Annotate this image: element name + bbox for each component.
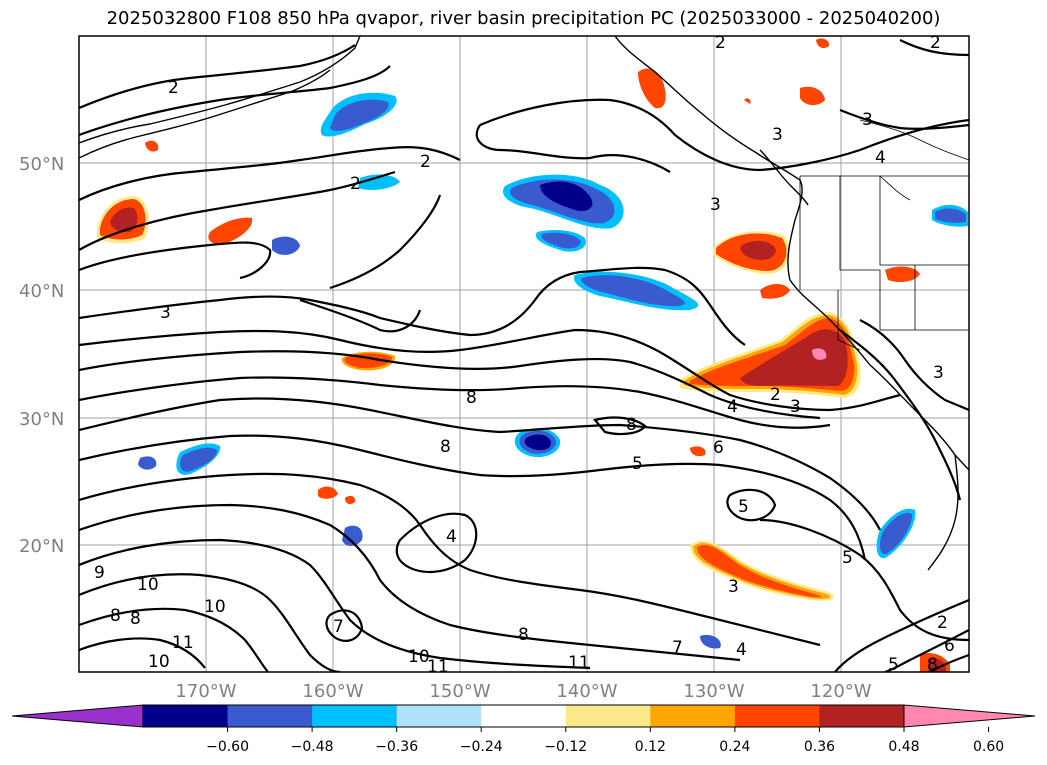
contour-label: 3 (728, 577, 739, 597)
colorbar-segment (650, 705, 736, 727)
latitude-labels: 50°N 40°N 30°N 20°N (19, 154, 64, 557)
lon-label: 120°W (810, 681, 871, 702)
colorbar-tick-label: 0.12 (635, 739, 666, 755)
contour-labels: 2 2 2 2 2 3 3 3 3 4 3 2 3 4 5 6 5 5 8 8 … (94, 33, 955, 677)
colorbar-segment (565, 705, 651, 727)
longitude-labels: 170°W 160°W 150°W 140°W 130°W 120°W (175, 681, 871, 702)
contour-label: 2 (168, 78, 179, 98)
contour-label: 5 (738, 497, 749, 517)
contour-label: 2 (930, 33, 941, 53)
contour-label: 4 (875, 148, 886, 168)
contour-label: 9 (94, 563, 105, 583)
colorbar-segment (312, 705, 398, 727)
precip-positive-regions (97, 38, 950, 672)
coastlines (79, 36, 969, 571)
colorbar-segment (481, 705, 567, 727)
contour-label: 3 (933, 363, 944, 383)
contour-label: 4 (727, 397, 738, 417)
contour-label: 8 (927, 655, 938, 675)
lat-label: 30°N (19, 409, 64, 430)
colorbar-tick-label: −0.48 (291, 739, 334, 755)
contour-label: 3 (160, 303, 171, 323)
contour-label: 8 (466, 388, 477, 408)
contour-label: 8 (440, 437, 451, 457)
colorbar-tick-label: −0.12 (544, 739, 587, 755)
colorbar-tick-label: 0.48 (888, 739, 919, 755)
contour-label: 2 (937, 613, 948, 633)
contour-label: 2 (770, 385, 781, 405)
contour-label: 7 (333, 617, 344, 637)
contour-label: 2 (420, 152, 431, 172)
colorbar-tick-label: −0.24 (460, 739, 503, 755)
contour-label: 10 (204, 597, 226, 617)
colorbar-segment (734, 705, 820, 727)
contour-label: 8 (130, 609, 141, 629)
lon-label: 150°W (429, 681, 490, 702)
contour-label: 5 (632, 454, 643, 474)
contour-label: 5 (888, 655, 899, 675)
contour-label: 3 (772, 125, 783, 145)
colorbar-segment (143, 705, 229, 727)
contour-label: 3 (790, 397, 801, 417)
contour-label: 8 (518, 625, 529, 645)
contour-label: 11 (427, 657, 449, 677)
contour-label: 3 (710, 195, 721, 215)
figure-title: 2025032800 F108 850 hPa qvapor, river ba… (106, 8, 941, 29)
contour-label: 10 (148, 652, 170, 672)
precip-negative-regions (138, 92, 968, 649)
contour-label: 4 (446, 527, 457, 547)
colorbar-extend-low (11, 704, 144, 728)
contour-label: 8 (110, 606, 121, 626)
lat-label: 20°N (19, 536, 64, 557)
contour-label: 10 (137, 575, 159, 595)
contour-label: 11 (568, 653, 590, 673)
colorbar: −0.60 −0.48 −0.36 −0.24 −0.12 0.12 0.24 0.36 0.4… (11, 704, 1036, 755)
colorbar-segment (227, 705, 313, 727)
contour-label: 8 (626, 415, 637, 435)
colorbar-tick-label: −0.36 (375, 739, 418, 755)
contour-label: 3 (862, 110, 873, 130)
lon-label: 170°W (175, 681, 236, 702)
colorbar-tick-label: 0.36 (804, 739, 835, 755)
colorbar-frame (142, 704, 905, 728)
map-frame (78, 35, 970, 673)
contour-label: 10 (408, 647, 430, 667)
lat-label: 40°N (19, 281, 64, 302)
lon-label: 160°W (302, 681, 363, 702)
contour-label: 11 (172, 633, 194, 653)
qvapor-contours (79, 39, 969, 672)
colorbar-extend-high (903, 704, 1036, 728)
contour-label: 2 (350, 174, 361, 194)
colorbar-tick-label: 0.24 (719, 739, 750, 755)
lat-label: 50°N (19, 154, 64, 175)
lon-label: 140°W (556, 681, 617, 702)
contour-label: 4 (736, 640, 747, 660)
colorbar-segment (396, 705, 482, 727)
lon-label: 130°W (683, 681, 744, 702)
contour-label: 6 (713, 438, 724, 458)
contour-label: 7 (672, 638, 683, 658)
map-content: 2 2 2 2 2 3 3 3 3 4 3 2 3 4 5 6 5 5 8 8 … (79, 33, 969, 677)
colorbar-tick-label: −0.60 (206, 739, 249, 755)
contour-label: 6 (944, 636, 955, 656)
contour-label: 5 (842, 548, 853, 568)
contour-label: 2 (715, 33, 726, 53)
colorbar-tick-label: 0.60 (973, 739, 1004, 755)
colorbar-segment (819, 705, 905, 727)
